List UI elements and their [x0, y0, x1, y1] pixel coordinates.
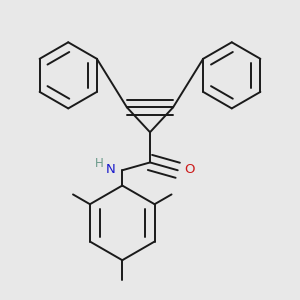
Text: N: N: [106, 163, 116, 176]
Text: H: H: [95, 158, 104, 170]
Text: O: O: [184, 163, 195, 176]
